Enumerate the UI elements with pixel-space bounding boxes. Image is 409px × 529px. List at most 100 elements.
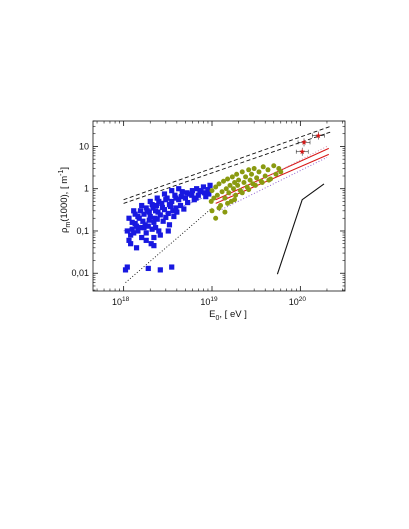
data-point-square [128, 232, 134, 238]
data-point-star [297, 138, 311, 147]
data-point-circle [262, 173, 268, 179]
data-point-square [201, 190, 207, 196]
data-point-square [126, 215, 132, 221]
data-point-circle [214, 192, 220, 198]
x-tick-label: 1020 [289, 296, 307, 307]
data-point-circle [249, 171, 255, 177]
data-point-square [132, 211, 138, 217]
data-point-square [135, 213, 141, 220]
data-point-square [151, 234, 157, 241]
data-point-square [154, 195, 160, 201]
data-point-square [179, 189, 185, 195]
model-curve [218, 145, 328, 202]
data-point-square [163, 197, 169, 203]
data-point-square [195, 192, 201, 198]
data-point-square [160, 218, 166, 224]
data-point-square [165, 228, 171, 234]
data-point-square [161, 191, 168, 197]
data-point-circle [208, 198, 214, 204]
data-point-square [133, 223, 140, 229]
data-point-circle [225, 176, 231, 182]
data-point-circle [266, 177, 272, 183]
data-point-square [146, 209, 152, 215]
data-point-square [129, 226, 135, 232]
data-point-circle [225, 200, 231, 206]
model-curve [218, 156, 328, 212]
data-point-square [157, 232, 163, 238]
data-point-circle [232, 197, 238, 203]
axis-ticks: 0,01 0,1 1 10 1018 1019 1020 [71, 120, 345, 307]
data-point-square [143, 230, 149, 236]
data-point-square [166, 202, 173, 208]
data-point-square [150, 205, 156, 211]
data-point-square [185, 199, 191, 206]
data-point-square [131, 208, 137, 214]
y-tick-label: 0,1 [76, 226, 89, 236]
data-point-circle [259, 180, 265, 186]
data-point-circle [236, 177, 242, 183]
data-point-square [154, 216, 160, 222]
data-point-square [177, 202, 184, 209]
y-axis-label: ρm(1000), [ m-1] [58, 167, 72, 233]
model-curve [125, 207, 213, 283]
data-point-square [141, 211, 147, 217]
data-point-square [147, 198, 153, 205]
data-point-circle [223, 186, 229, 192]
data-point-square [174, 209, 180, 215]
data-point-square [207, 182, 213, 188]
data-point-square [128, 241, 134, 247]
data-point-square [189, 192, 195, 198]
data-points [122, 131, 325, 273]
data-point-square [126, 237, 132, 243]
data-point-circle [216, 205, 222, 211]
data-point-square [182, 195, 189, 201]
data-point-circle [273, 171, 279, 177]
star-marker [315, 132, 322, 139]
data-point-circle [226, 190, 232, 196]
data-point-circle [271, 163, 277, 169]
y-tick-label: 0,01 [71, 268, 89, 278]
data-point-square [194, 186, 200, 192]
data-point-square [159, 200, 165, 206]
data-point-star [295, 147, 309, 156]
data-point-square [181, 206, 187, 212]
data-point-square [122, 267, 129, 273]
data-point-square [165, 210, 171, 217]
data-point-circle [209, 208, 215, 214]
data-point-square [178, 194, 184, 200]
data-point-square [153, 208, 159, 214]
data-point-square [200, 184, 207, 190]
model-curve [123, 125, 331, 201]
data-point-square [205, 187, 211, 193]
data-point-square [149, 202, 155, 208]
data-point-circle [229, 174, 235, 180]
data-point-square [176, 186, 182, 192]
data-point-circle [213, 184, 219, 190]
data-point-circle [260, 164, 266, 170]
y-tick-label: 1 [84, 184, 89, 194]
data-point-circle [247, 177, 253, 183]
data-point-square [151, 219, 157, 225]
data-point-square [173, 205, 179, 211]
data-point-circle [216, 181, 222, 187]
data-point-square [141, 225, 147, 231]
data-point-square [193, 195, 199, 201]
data-point-square [153, 202, 160, 209]
data-point-square [189, 188, 196, 194]
model-curve [123, 131, 331, 204]
data-point-square [170, 208, 176, 214]
x-tick-label: 1018 [112, 296, 130, 307]
data-point-square [139, 202, 145, 209]
data-point-square [157, 267, 163, 273]
data-point-square [131, 230, 137, 236]
data-point-circle [246, 167, 252, 173]
data-point-square [148, 241, 154, 247]
data-point-square [172, 192, 178, 198]
data-point-circle [222, 195, 228, 201]
data-point-square [153, 225, 159, 231]
data-point-square [157, 212, 163, 218]
x-axis-label: E0, [ eV ] [209, 309, 247, 322]
data-point-circle [227, 182, 233, 188]
data-point-square [203, 194, 209, 200]
